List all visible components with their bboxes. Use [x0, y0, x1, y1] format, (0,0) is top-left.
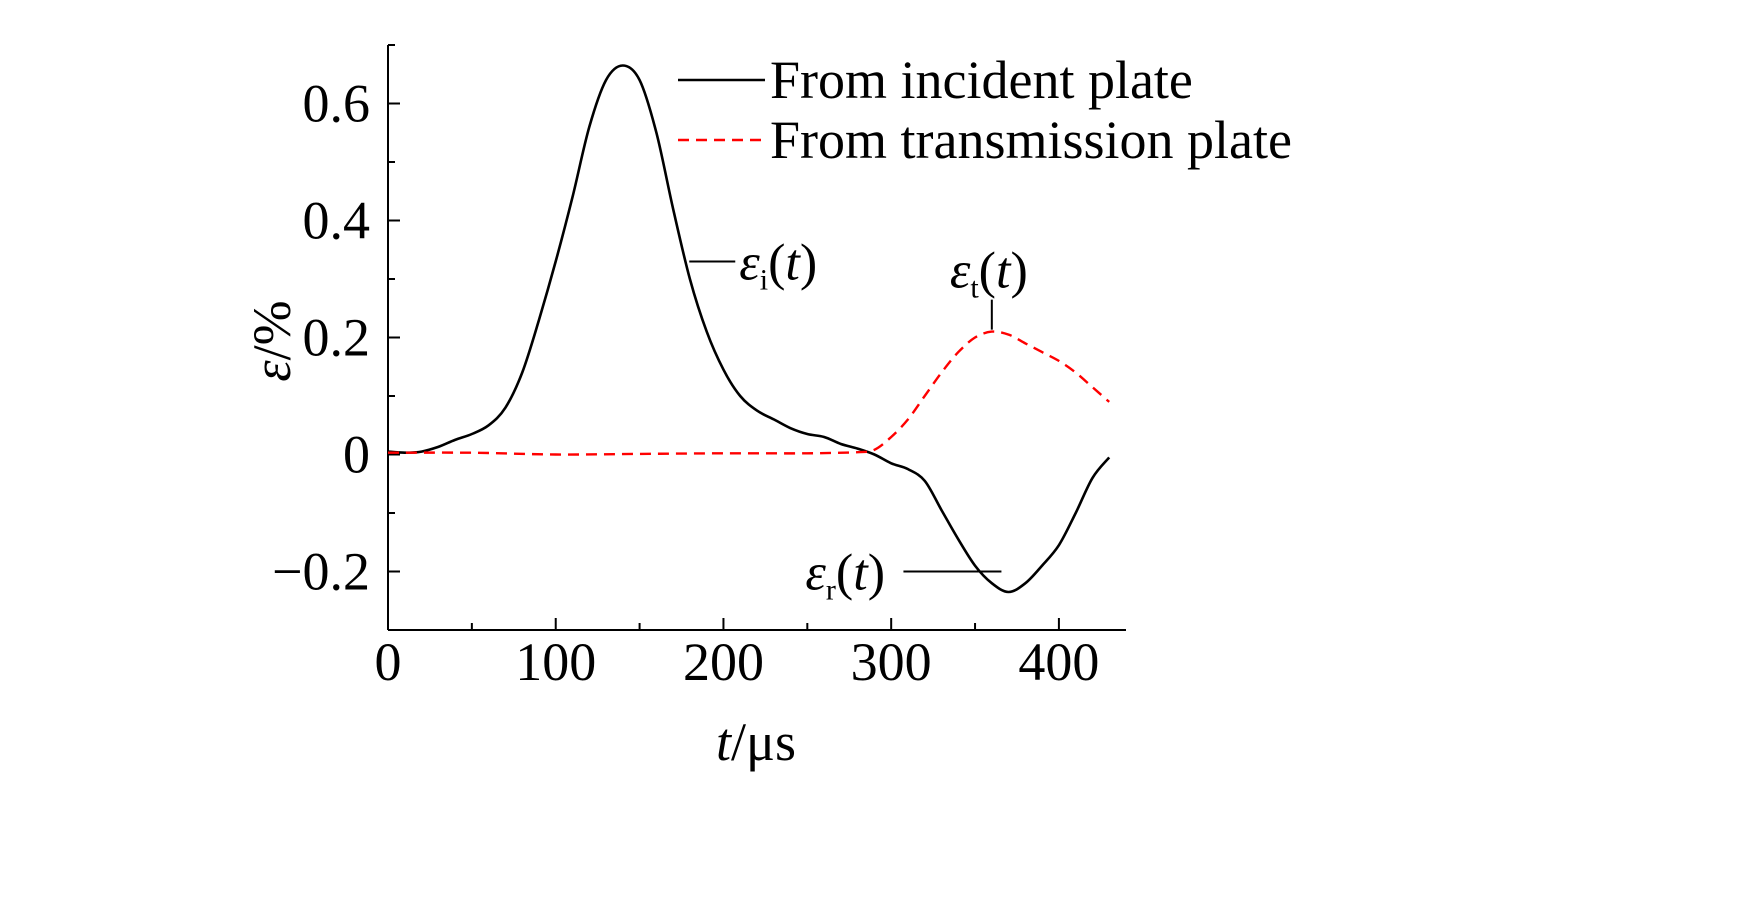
x-tick-label: 100 [515, 632, 596, 692]
y-tick-label: 0.4 [303, 191, 371, 251]
y-axis-label: ε/% [242, 300, 302, 381]
legend-label: From transmission plate [770, 110, 1292, 170]
x-tick-label: 300 [851, 632, 932, 692]
y-axis-label-unit: /% [242, 300, 302, 360]
y-tick-label: 0.6 [303, 74, 371, 134]
y-tick-label: 0 [343, 425, 370, 485]
series-line-incident [387, 64, 1111, 594]
legend-label: From incident plate [770, 50, 1193, 110]
y-axis-label-var: ε [242, 360, 302, 382]
x-axis-label: t/μs [716, 712, 796, 772]
x-axis-label-unit: /μs [731, 712, 796, 772]
axes: −0.200.20.40.6 0 100 200 300 400 [272, 44, 1126, 692]
annotations: εi(t) εt(t) εr(t) [689, 234, 1028, 607]
y-tick-label: 0.2 [303, 308, 371, 368]
x-tick-label: 400 [1018, 632, 1099, 692]
x-axis-label-var: t [716, 712, 733, 772]
y-ticks: −0.2 0 0.2 0.4 0.6 [272, 44, 400, 631]
series-line-transmission [387, 330, 1110, 456]
series-layer [387, 64, 1111, 594]
y-tick-label: −0.2 [272, 542, 370, 602]
annotation-label: εi(t) [739, 234, 817, 296]
x-ticks: 0 100 200 300 400 [375, 618, 1099, 692]
x-tick-label: 0 [375, 632, 402, 692]
annotation-label: εr(t) [805, 545, 885, 607]
annotation-label: εt(t) [950, 243, 1028, 305]
x-tick-label: 200 [683, 632, 764, 692]
